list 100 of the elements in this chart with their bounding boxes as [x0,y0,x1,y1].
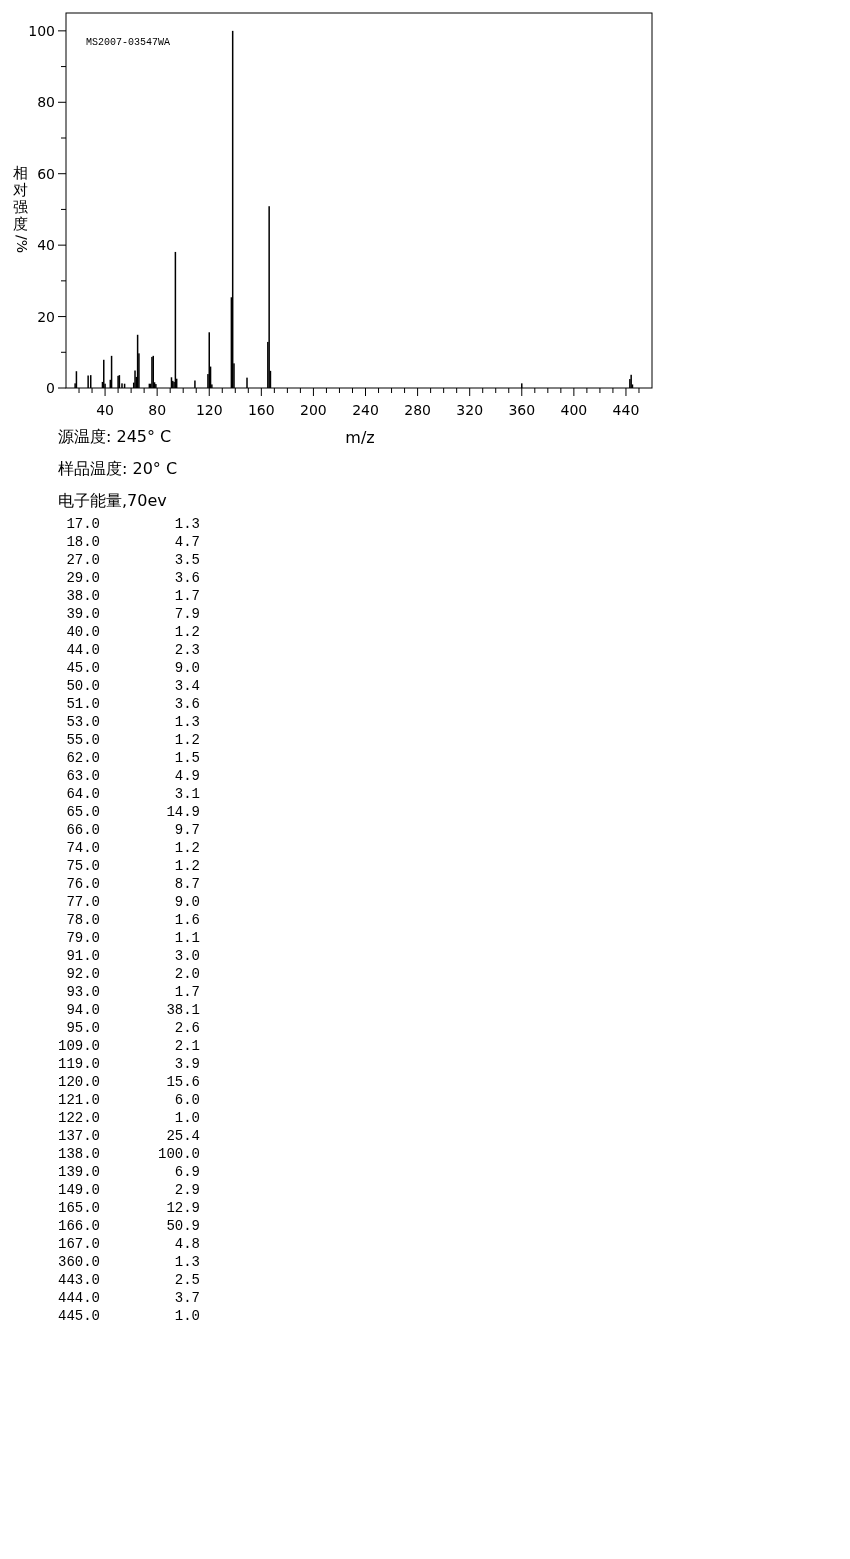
data-label: 100.0 [157,1146,200,1162]
x-axis-title: m/z [345,428,375,447]
data-label: 2.1 [174,1038,200,1054]
data-label: 14.9 [166,804,200,820]
y-tick-label: 60 [37,165,55,182]
data-label: 3.9 [174,1056,200,1072]
category-label: 39.0 [66,606,100,622]
data-label: 2.9 [174,1182,200,1198]
category-label: 40.0 [66,624,100,640]
data-label: 1.2 [174,858,200,874]
data-label: 3.7 [174,1290,200,1306]
data-label: 3.6 [174,570,200,586]
category-label: 121.0 [57,1092,100,1108]
category-label: 120.0 [57,1074,100,1090]
data-label: 7.9 [174,606,200,622]
data-label: 38.1 [166,1002,200,1018]
y-tick-label: 40 [37,237,55,254]
data-label: 2.0 [174,966,200,982]
category-label: 64.0 [66,786,100,802]
data-label: 6.9 [174,1164,200,1180]
category-label: 122.0 [57,1110,100,1126]
text: 样品温度: 20° C [58,459,178,478]
data-label: 1.3 [174,516,200,532]
category-label: 17.0 [66,516,100,532]
x-tick-label: 120 [195,402,223,418]
category-label: 93.0 [66,984,100,1000]
category-label: 109.0 [57,1038,100,1054]
category-label: 119.0 [57,1056,100,1072]
data-label: 4.7 [174,534,200,550]
data-label: 12.9 [166,1200,200,1216]
category-label: 51.0 [66,696,100,712]
y-axis-title: 相对强度/% [12,164,30,254]
y-tick-label: 100 [28,22,55,39]
category-label: 38.0 [66,588,100,604]
category-label: 53.0 [66,714,100,730]
category-label: 65.0 [66,804,100,820]
category-label: 137.0 [57,1128,100,1144]
category-label: 74.0 [66,840,100,856]
data-label: 1.0 [174,1110,200,1126]
y-tick-label: 80 [37,94,55,111]
data-label: 2.5 [174,1272,200,1288]
category-label: 443.0 [57,1272,100,1288]
data-label: 4.9 [174,768,200,784]
category-label: 75.0 [66,858,100,874]
data-label: 1.5 [174,750,200,766]
category-label: 63.0 [66,768,100,784]
category-label: 138.0 [57,1146,100,1162]
data-label: 1.2 [174,732,200,748]
data-label: 9.7 [174,822,200,838]
y-tick-label: 0 [46,380,55,396]
data-label: 1.2 [174,624,200,640]
category-label: 77.0 [66,894,100,910]
data-label: 50.9 [166,1218,200,1234]
category-label: 445.0 [57,1308,100,1324]
category-label: 95.0 [66,1020,100,1036]
data-label: 3.5 [174,552,200,568]
x-tick-label: 40 [96,402,114,418]
x-tick-label: 240 [352,402,379,418]
data-label: 1.7 [174,984,200,1000]
data-label: 3.1 [174,786,200,802]
data-label: 1.1 [174,930,200,946]
category-label: 360.0 [57,1254,100,1270]
category-label: 44.0 [66,642,100,658]
category-label: 139.0 [57,1164,100,1180]
data-label: 1.0 [174,1308,200,1324]
data-label: 1.6 [174,912,200,928]
category-label: 94.0 [66,1002,100,1018]
data-label: 1.3 [174,1254,200,1270]
data-label: 3.0 [174,948,200,964]
category-label: 18.0 [66,534,100,550]
data-label: 2.3 [174,642,200,658]
data-label: 1.7 [174,588,200,604]
annotation: MS2007-03547WA [86,37,171,48]
category-label: 167.0 [57,1236,100,1252]
category-label: 76.0 [66,876,100,892]
data-label: 2.6 [174,1020,200,1036]
data-label: 9.0 [174,894,200,910]
category-label: 78.0 [66,912,100,928]
data-label: 3.6 [174,696,200,712]
x-tick-label: 400 [560,402,588,418]
category-label: 92.0 [66,966,100,982]
category-label: 50.0 [66,678,100,694]
category-label: 29.0 [66,570,100,586]
category-label: 91.0 [66,948,100,964]
category-label: 55.0 [66,732,100,748]
category-label: 165.0 [57,1200,100,1216]
x-tick-label: 440 [612,402,640,418]
data-label: 1.2 [174,840,200,856]
x-tick-label: 80 [148,402,167,418]
text: 源温度: 245° C [58,427,172,446]
data-label: 6.0 [174,1092,200,1108]
text: 电子能量,70ev [58,491,167,510]
x-tick-label: 320 [456,402,484,418]
data-label: 15.6 [166,1074,200,1090]
category-label: 66.0 [66,822,100,838]
x-tick-label: 160 [247,402,275,418]
category-label: 444.0 [57,1290,100,1306]
data-label: 3.4 [174,678,200,694]
data-label: 8.7 [174,876,200,892]
category-label: 27.0 [66,552,100,568]
